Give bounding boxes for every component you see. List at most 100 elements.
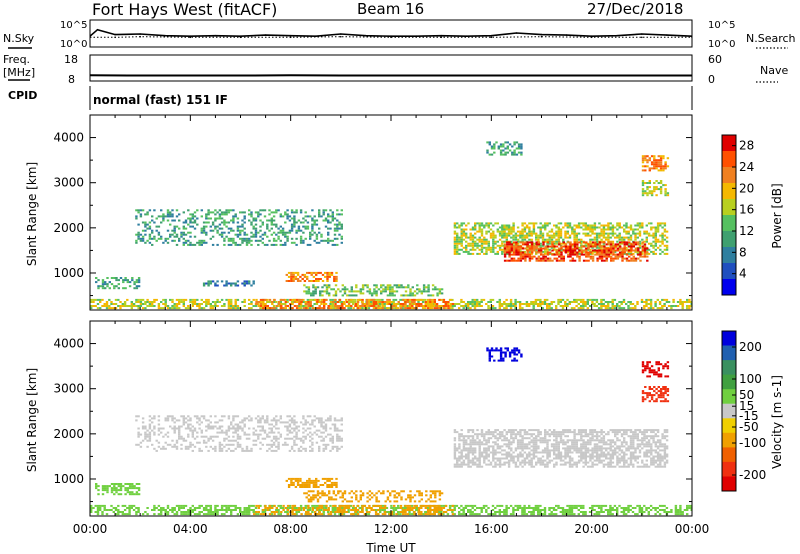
range-cell — [567, 255, 570, 258]
range-cell — [153, 427, 156, 430]
range-cell — [361, 301, 364, 303]
range-cell — [462, 232, 466, 235]
noise-point — [691, 36, 692, 39]
range-cell — [460, 301, 463, 303]
range-cell — [561, 298, 565, 301]
range-cell — [110, 509, 113, 511]
range-cell — [506, 247, 509, 250]
range-cell — [117, 509, 120, 511]
range-cell — [361, 492, 365, 495]
range-cell — [153, 305, 156, 307]
range-cell — [426, 305, 430, 307]
range-cell — [401, 307, 404, 310]
range-cell — [306, 275, 309, 278]
range-cell — [524, 253, 527, 256]
range-cell — [141, 235, 145, 238]
range-cell — [505, 504, 508, 507]
range-cell — [501, 234, 504, 237]
range-cell — [294, 479, 298, 482]
range-cell — [241, 229, 244, 232]
range-cell — [593, 226, 597, 229]
range-cell — [573, 232, 576, 235]
range-cell — [462, 513, 465, 516]
range-cell — [148, 303, 152, 305]
range-cell — [654, 232, 657, 235]
range-cell — [234, 282, 237, 285]
range-cell — [656, 240, 660, 243]
range-cell — [436, 288, 439, 291]
range-cell — [290, 479, 293, 482]
range-cell — [345, 511, 348, 513]
range-cell — [214, 227, 217, 230]
range-cell — [517, 249, 520, 252]
range-cell — [533, 249, 536, 252]
range-cell — [417, 511, 421, 513]
range-cell — [528, 249, 532, 252]
range-cell — [521, 230, 524, 233]
range-cell — [189, 221, 192, 224]
noise-point — [641, 36, 643, 39]
range-cell — [525, 513, 529, 516]
range-cell — [655, 165, 658, 168]
range-cell — [225, 280, 228, 283]
range-cell — [381, 509, 384, 511]
range-cell — [178, 425, 181, 428]
range-cell — [171, 301, 174, 303]
range-cell — [294, 477, 298, 480]
range-cell — [411, 292, 414, 295]
range-cell — [232, 229, 235, 232]
range-cell — [458, 236, 461, 239]
range-cell — [115, 279, 118, 282]
range-cell — [397, 504, 400, 507]
range-cell — [338, 507, 342, 509]
range-cell — [135, 298, 138, 301]
range-cell — [607, 251, 611, 254]
range-cell — [591, 242, 594, 245]
range-cell — [291, 298, 294, 301]
range-cell — [333, 217, 337, 220]
range-cell — [193, 227, 197, 230]
range-cell — [625, 243, 629, 246]
range-cell — [266, 307, 269, 310]
range-cell — [305, 303, 308, 305]
range-cell — [232, 237, 235, 240]
range-cell — [148, 241, 152, 244]
range-cell — [512, 245, 516, 248]
range-cell — [627, 301, 630, 303]
range-cell — [417, 298, 421, 301]
range-cell — [315, 278, 318, 280]
range-cell — [128, 491, 132, 494]
range-cell — [616, 305, 619, 307]
range-cell — [101, 504, 104, 507]
range-cell — [259, 225, 262, 228]
range-cell — [230, 239, 233, 242]
range-cell — [490, 147, 494, 150]
range-cell — [591, 230, 594, 233]
range-cell — [131, 491, 134, 494]
range-cell — [207, 303, 210, 305]
range-cell — [579, 307, 583, 310]
range-cell — [557, 236, 560, 239]
range-cell — [196, 513, 199, 516]
range-cell — [582, 228, 585, 231]
range-cell — [124, 493, 127, 496]
range-cell — [331, 243, 334, 246]
range-cell — [354, 509, 357, 511]
range-cell — [489, 301, 492, 303]
range-cell — [356, 303, 359, 305]
range-cell — [155, 439, 158, 442]
range-cell — [480, 224, 484, 227]
range-cell — [216, 229, 219, 232]
range-cell — [110, 303, 113, 305]
range-cell — [264, 298, 267, 301]
range-cell — [137, 307, 140, 310]
range-cell — [113, 489, 116, 492]
range-cell — [223, 305, 226, 307]
range-cell — [261, 511, 264, 513]
range-cell — [582, 303, 585, 305]
range-cell — [209, 303, 212, 305]
range-cell — [293, 298, 297, 301]
range-cell — [90, 307, 93, 310]
range-cell — [480, 246, 484, 249]
range-cell — [609, 236, 612, 239]
